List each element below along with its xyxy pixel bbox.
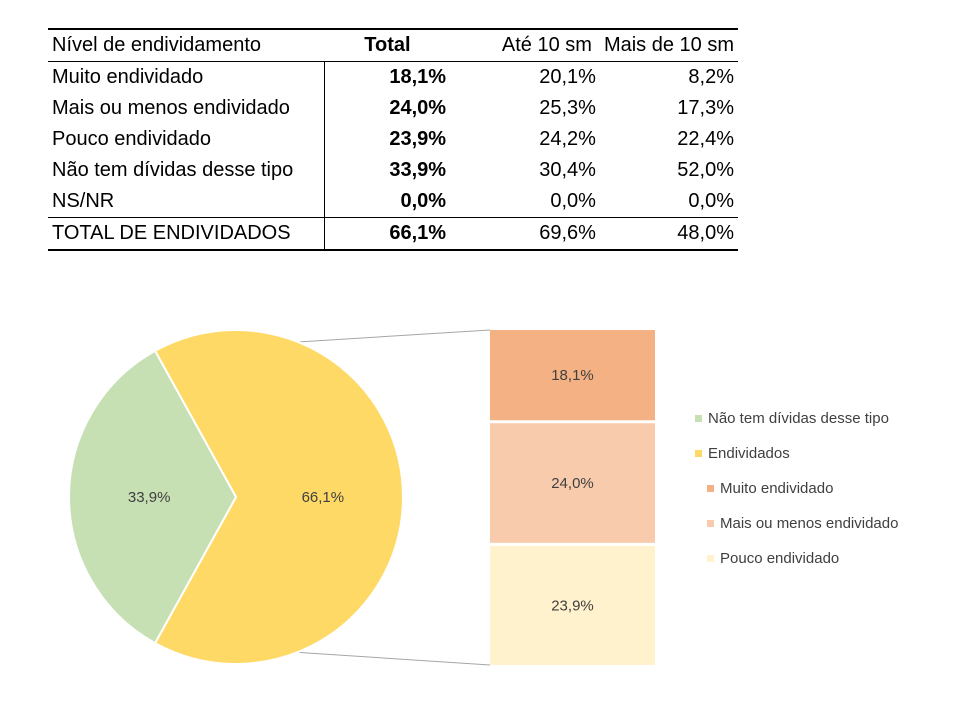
debt-level-table: Nível de endividamento Total Até 10 sm M… [48, 28, 738, 251]
row-ate-10: 0,0% [550, 190, 596, 212]
row-ate-10: 69,6% [539, 222, 596, 244]
legend-swatch-mais-ou-menos-endividado [707, 520, 714, 527]
table-row: Mais ou menos endividado 24,0% 25,3% 17,… [48, 93, 738, 124]
row-mais-10: 22,4% [677, 128, 734, 150]
row-label: NS/NR [48, 186, 326, 218]
pie-of-bar-chart: 66,1% 33,9% 18,1% 24,0% 23,9% Não tem dívid… [68, 329, 898, 666]
header-total: Total [364, 34, 411, 56]
pie-label-nao-tem-dividas-desse-tipo: 33,9% [128, 489, 171, 506]
row-ate-10: 24,2% [539, 128, 596, 150]
row-ate-10: 25,3% [539, 97, 596, 119]
bar-segment-mais-ou-menos-endividado [490, 423, 655, 543]
breakdown-bar: 18,1% 24,0% 23,9% [490, 330, 655, 665]
row-total: 24,0% [389, 97, 447, 119]
row-total: 0,0% [400, 190, 447, 212]
header-ate-10-sm: Até 10 sm [501, 34, 592, 56]
table-row: Não tem dívidas desse tipo 33,9% 30,4% 5… [48, 155, 738, 186]
row-mais-10: 0,0% [688, 190, 734, 212]
row-total: 23,9% [389, 128, 447, 150]
bar-segment-muito-endividado [490, 330, 655, 421]
row-label: Pouco endividado [48, 124, 326, 155]
pie-slice-nao-tem-dividas-desse-tipo [68, 349, 238, 645]
legend-swatch-pouco-endividado [707, 555, 714, 562]
row-mais-10: 8,2% [688, 66, 734, 88]
table-header-row: Nível de endividamento Total Até 10 sm M… [48, 29, 738, 62]
legend-label-nao-tem-dividas-desse-tipo: Não tem dívidas desse tipo [708, 410, 889, 427]
legend-swatch-nao-tem-dividas-desse-tipo [695, 415, 702, 422]
legend-swatch-endividados [695, 450, 702, 457]
row-total: 66,1% [389, 222, 447, 244]
bar-label-pouco-endividado: 23,9% [551, 597, 594, 614]
row-mais-10: 52,0% [677, 159, 734, 181]
pie-slice-endividados [153, 329, 404, 665]
table-row: Pouco endividado 23,9% 24,2% 22,4% [48, 124, 738, 155]
bar-segment-pouco-endividado [490, 545, 655, 665]
legend-swatch-muito-endividado [707, 485, 714, 492]
pie-label-endividados: 66,1% [302, 489, 345, 506]
table-row: Muito endividado 18,1% 20,1% 8,2% [48, 61, 738, 93]
bar-label-muito-endividado: 18,1% [551, 367, 594, 384]
row-label: Mais ou menos endividado [48, 93, 326, 124]
row-label: Não tem dívidas desse tipo [48, 155, 326, 186]
legend-label-mais-ou-menos-endividado: Mais ou menos endividado [720, 515, 898, 532]
row-ate-10: 20,1% [539, 66, 596, 88]
row-total: 18,1% [389, 66, 447, 88]
row-label: Muito endividado [48, 61, 326, 93]
legend-label-endividados: Endividados [708, 445, 790, 462]
header-nivel: Nível de endividamento [52, 34, 262, 56]
pie: 66,1% 33,9% [68, 329, 404, 665]
row-ate-10: 30,4% [539, 159, 596, 181]
row-mais-10: 48,0% [677, 222, 734, 244]
row-label: TOTAL DE ENDIVIDADOS [48, 217, 326, 250]
row-total: 33,9% [389, 159, 447, 181]
legend-label-muito-endividado: Muito endividado [720, 480, 833, 497]
legend-label-pouco-endividado: Pouco endividado [720, 550, 839, 567]
bar-label-mais-ou-menos-endividado: 24,0% [551, 475, 594, 492]
table-row: NS/NR 0,0% 0,0% 0,0% [48, 186, 738, 218]
legend: Não tem dívidas desse tipo Endividados Mui… [695, 410, 898, 567]
header-mais-de-10-sm: Mais de 10 sm [603, 34, 734, 56]
row-mais-10: 17,3% [677, 97, 734, 119]
table-row-total: TOTAL DE ENDIVIDADOS 66,1% 69,6% 48,0% [48, 217, 738, 250]
